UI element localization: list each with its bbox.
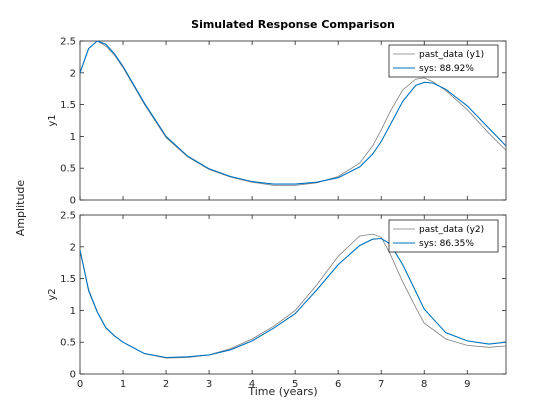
x-tick-label: 9 [464, 379, 470, 390]
panel-y2: 0 0.5 1 1.5 2 2.5 0 1 2 3 4 5 6 7 8 9 y2 past_data (y2) sy… [47, 211, 507, 390]
y-tick-label: 0 [70, 196, 76, 207]
x-tick-label: 0 [77, 379, 83, 390]
chart-title: Simulated Response Comparison [191, 18, 395, 31]
y-tick-label: 1.5 [60, 100, 76, 111]
legend-entry: past_data (y2) [419, 225, 484, 235]
legend: past_data (y1) sys: 88.92% [388, 44, 499, 78]
legend-box [388, 44, 499, 78]
y-tick-label: 2 [70, 68, 76, 79]
y-tick-label: 2.5 [60, 37, 76, 48]
legend-entry: past_data (y1) [419, 50, 484, 60]
x-tick-label: 1 [120, 379, 126, 390]
model-series-line [80, 41, 506, 185]
panel-y1: 0 0.5 1 1.5 2 2.5 y1 past_data (y1) sys: 88.92% [47, 37, 507, 207]
x-tick-label: 2 [163, 379, 169, 390]
x-tick-label: 7 [378, 379, 384, 390]
y-tick-label: 2 [70, 242, 76, 253]
legend-box [388, 219, 499, 253]
y-tick-label: 2.5 [60, 211, 76, 222]
y-tick-label: 0 [70, 370, 76, 381]
legend: past_data (y2) sys: 86.35% [388, 219, 499, 253]
y-tick-label: 0.5 [60, 338, 76, 349]
x-tick-label: 5 [292, 379, 298, 390]
panel-ylabel: y2 [47, 288, 58, 300]
x-tick-label: 8 [421, 379, 427, 390]
panel-ylabel: y1 [47, 114, 58, 126]
y-tick-label: 1 [70, 306, 76, 317]
x-tick-label: 6 [335, 379, 341, 390]
x-tick-label: 4 [249, 379, 255, 390]
measured-series-line [80, 41, 506, 186]
y-tick-label: 1 [70, 132, 76, 143]
legend-entry: sys: 86.35% [419, 239, 474, 249]
model-series-line [80, 237, 506, 359]
y-axis-label: Amplitude [14, 180, 27, 237]
x-axis-label: Time (years) [247, 385, 317, 398]
y-tick-label: 0.5 [60, 164, 76, 175]
y-tick-label: 1.5 [60, 274, 76, 285]
x-tick-label: 3 [206, 379, 212, 390]
legend-entry: sys: 88.92% [419, 64, 474, 74]
